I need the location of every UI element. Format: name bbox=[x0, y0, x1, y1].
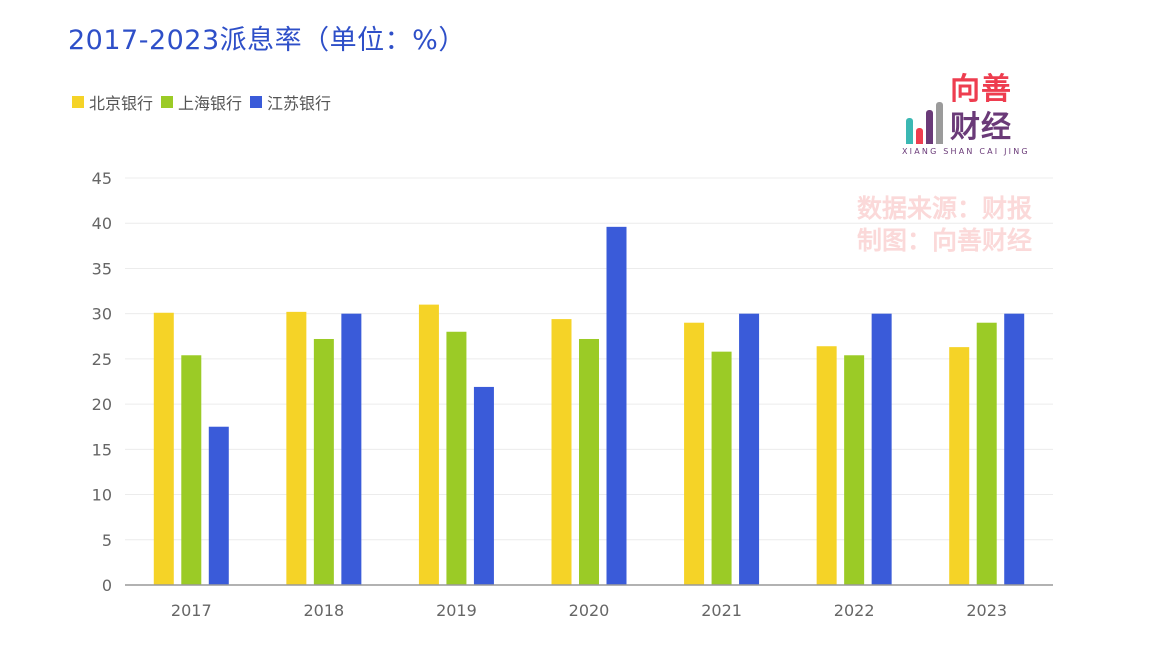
y-tick-label-40: 40 bbox=[92, 214, 112, 233]
x-tick-label-2023: 2023 bbox=[966, 601, 1007, 620]
bar-2022-series-1 bbox=[844, 355, 865, 585]
bar-2018-series-2 bbox=[341, 313, 362, 585]
y-tick-label-10: 10 bbox=[92, 486, 112, 505]
x-tick-label-2019: 2019 bbox=[436, 601, 477, 620]
bar-2019-series-0 bbox=[418, 304, 439, 585]
watermark: 数据来源：财报 制图：向善财经 bbox=[857, 193, 1032, 257]
legend-swatch-2 bbox=[250, 96, 263, 108]
y-tick-label-30: 30 bbox=[92, 305, 112, 324]
legend-swatch-1 bbox=[161, 96, 174, 108]
x-tick-label-2021: 2021 bbox=[701, 601, 742, 620]
legend: 北京银行 上海银行 江苏银行 bbox=[72, 90, 339, 114]
legend-item-1[interactable]: 上海银行 bbox=[161, 90, 242, 114]
y-tick-label-45: 45 bbox=[92, 169, 112, 188]
bar-2018-series-0 bbox=[286, 311, 307, 585]
chart-title: 2017-2023派息率（单位：%） bbox=[68, 25, 466, 56]
bar-2019-series-1 bbox=[446, 331, 467, 585]
bar-2022-series-0 bbox=[816, 346, 837, 585]
watermark-credit: 制图：向善财经 bbox=[856, 226, 1032, 255]
y-tick-label-5: 5 bbox=[102, 531, 112, 550]
logo-top-text: 向善 bbox=[950, 72, 1012, 107]
logo-bar-red bbox=[916, 128, 923, 144]
bar-2023-series-0 bbox=[949, 347, 970, 585]
x-tick-label-2017: 2017 bbox=[171, 601, 212, 620]
y-tick-label-35: 35 bbox=[92, 259, 112, 278]
bar-2021-series-1 bbox=[711, 351, 732, 585]
bar-2023-series-1 bbox=[976, 322, 997, 585]
legend-swatch-0 bbox=[72, 96, 84, 108]
y-tick-label-25: 25 bbox=[92, 350, 112, 369]
bar-2020-series-0 bbox=[551, 319, 572, 585]
bar-2020-series-2 bbox=[606, 226, 627, 585]
legend-label-2: 江苏银行 bbox=[267, 94, 332, 113]
legend-item-0[interactable]: 北京银行 bbox=[72, 90, 153, 114]
legend-item-2[interactable]: 江苏银行 bbox=[250, 90, 331, 114]
bar-2021-series-0 bbox=[684, 322, 705, 585]
bar-2023-series-2 bbox=[1004, 313, 1025, 585]
watermark-source: 数据来源：财报 bbox=[856, 194, 1032, 223]
logo-bottom-text: 财经 bbox=[950, 110, 1012, 145]
logo-bar-purple bbox=[926, 110, 933, 144]
legend-label-0: 北京银行 bbox=[89, 94, 154, 113]
legend-label-1: 上海银行 bbox=[178, 94, 243, 113]
brand-logo: 向善 财经 XIANG SHAN CAI JING bbox=[900, 62, 1040, 162]
x-tick-label-2020: 2020 bbox=[569, 601, 610, 620]
y-tick-label-15: 15 bbox=[92, 440, 112, 459]
bar-2021-series-2 bbox=[739, 313, 760, 585]
bars bbox=[153, 226, 1025, 585]
y-tick-label-0: 0 bbox=[102, 576, 112, 595]
bar-2017-series-2 bbox=[208, 426, 229, 585]
bar-2022-series-2 bbox=[871, 313, 892, 585]
bar-2017-series-0 bbox=[153, 312, 174, 585]
axes: 0 5 10 15 20 25 30 35 40 45 2017 2018 2019 2020 2021 20… bbox=[92, 169, 1053, 620]
logo-bar-gray bbox=[936, 102, 943, 144]
logo-bar-teal bbox=[906, 118, 913, 144]
x-tick-label-2018: 2018 bbox=[303, 601, 344, 620]
bar-2018-series-1 bbox=[313, 338, 334, 585]
bar-2019-series-2 bbox=[473, 386, 494, 585]
logo-sub-text: XIANG SHAN CAI JING bbox=[902, 147, 1030, 156]
x-tick-label-2022: 2022 bbox=[834, 601, 875, 620]
y-tick-label-20: 20 bbox=[92, 395, 112, 414]
bar-2020-series-1 bbox=[579, 338, 599, 585]
bar-2017-series-1 bbox=[181, 355, 202, 585]
